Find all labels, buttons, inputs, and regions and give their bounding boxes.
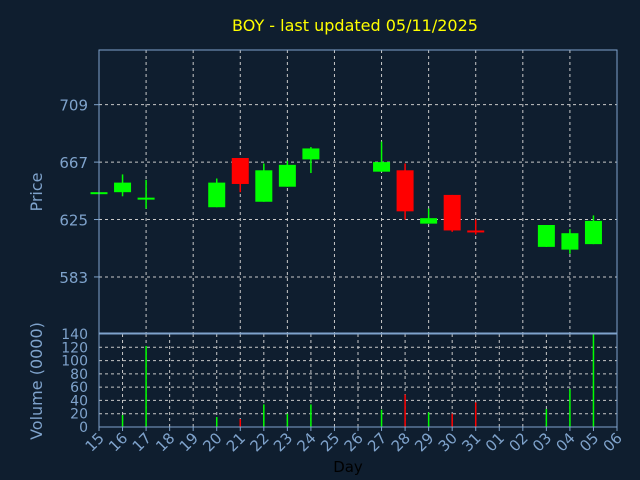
x-tick-label: 24 (294, 429, 320, 455)
candle-body (420, 218, 438, 224)
volume-axis-label: Volume (0000) (27, 322, 46, 440)
x-tick-label: 06 (600, 429, 626, 455)
volume-tick-label: 0 (79, 420, 88, 436)
x-tick-label: 22 (246, 429, 272, 455)
x-tick-label: 23 (270, 429, 296, 455)
x-tick-label: 05 (576, 429, 602, 455)
volume-tick-label: 100 (61, 354, 88, 370)
candle-body (443, 194, 461, 231)
candle-body (278, 164, 296, 187)
x-tick-label: 19 (176, 429, 202, 455)
x-tick-label: 01 (482, 429, 508, 455)
x-tick-label: 29 (411, 429, 437, 455)
x-tick-label: 03 (529, 429, 555, 455)
volume-tick-label: 40 (70, 393, 88, 409)
x-tick-label: 28 (388, 429, 414, 455)
volume-tick-label: 120 (61, 340, 88, 356)
x-tick-label: 16 (105, 429, 131, 455)
volume-tick-label: 140 (61, 327, 88, 343)
volume-tick-label: 20 (70, 407, 88, 423)
candle-body (584, 220, 602, 245)
x-tick-label: 02 (505, 429, 531, 455)
x-tick-label: 18 (152, 429, 178, 455)
volume-tick-label: 80 (70, 367, 88, 383)
candle-body (561, 233, 579, 250)
candle-body (114, 182, 132, 193)
price-tick-label: 625 (59, 212, 88, 230)
candle-body (231, 158, 249, 184)
candle-body (467, 230, 485, 233)
x-tick-label: 27 (364, 429, 390, 455)
x-tick-label: 26 (341, 429, 367, 455)
x-tick-label: 17 (129, 429, 155, 455)
price-tick-label: 583 (59, 269, 88, 287)
price-plot-frame (98, 49, 618, 334)
volume-tick-label: 60 (70, 380, 88, 396)
x-tick-label: 04 (553, 429, 579, 455)
candle-body (137, 197, 155, 200)
candle-body (208, 182, 226, 208)
candle-body (396, 170, 414, 212)
x-tick-label: 31 (458, 429, 484, 455)
x-tick-label: 30 (435, 429, 461, 455)
x-axis-label: Day (333, 458, 363, 476)
candle-body (302, 148, 320, 160)
price-axis-label: Price (27, 172, 46, 211)
x-tick-label: 21 (223, 429, 249, 455)
x-tick-label: 25 (317, 429, 343, 455)
chart-title: BOY - last updated 05/11/2025 (232, 16, 478, 35)
x-tick-label: 20 (199, 429, 225, 455)
candle-body (537, 224, 555, 247)
price-tick-label: 667 (59, 154, 88, 172)
price-tick-label: 709 (59, 97, 88, 115)
candle-body (255, 170, 273, 202)
candle-body (373, 162, 391, 172)
